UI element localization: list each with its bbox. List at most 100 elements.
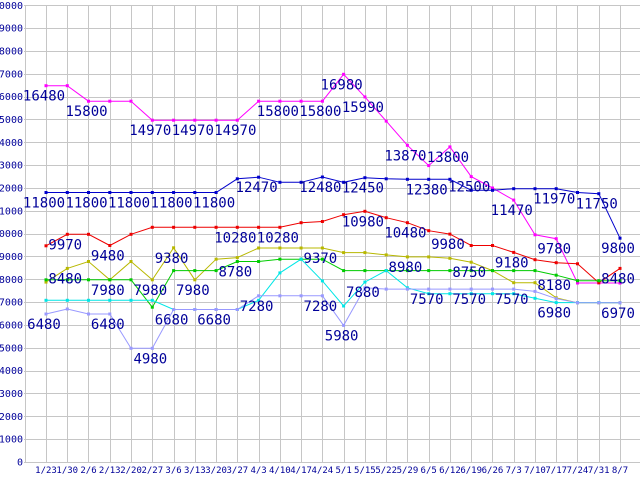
series-magenta-point (320, 99, 324, 103)
series-red-line (45, 210, 621, 284)
data-value-label: 12380 (406, 182, 448, 198)
y-tick-label: 14000 (0, 138, 23, 149)
data-value-label: 4980 (133, 351, 167, 367)
series-olive-point (299, 246, 303, 250)
data-value-label: 8980 (389, 260, 423, 276)
series-periwinkle-point (214, 308, 218, 311)
series-magenta-point (278, 99, 282, 103)
series-olive-point (214, 257, 218, 261)
series-magenta-point (299, 99, 303, 103)
series-red-point (44, 244, 48, 248)
data-value-label: 7570 (495, 292, 529, 308)
series-cyan-point (512, 292, 516, 296)
y-tick-label: 3000 (0, 389, 23, 400)
series-green-point (278, 257, 282, 261)
y-tick-label: 19000 (0, 24, 23, 35)
series-magenta-point (172, 118, 176, 122)
x-tick-label: 5/1 (336, 466, 352, 476)
data-value-label: 7980 (133, 283, 167, 299)
series-green-point (576, 279, 579, 283)
x-tick-label: 8/7 (612, 466, 628, 476)
series-green-point (87, 278, 90, 282)
series-magenta-point (214, 118, 218, 122)
x-tick-label: 5/15 (354, 466, 376, 476)
series-periwinkle-point (469, 287, 473, 291)
series-periwinkle-point (576, 301, 579, 305)
data-value-label: 9480 (91, 249, 125, 265)
series-magenta-point (384, 119, 388, 123)
x-tick-label: 4/3 (250, 466, 266, 476)
series-blue-point (363, 176, 367, 180)
series-olive-value-labels: 8480 7980 7980 9380 7980 9370 8980 8750 (48, 251, 486, 299)
data-value-label: 15800 (257, 104, 299, 120)
series-cyan-point (320, 279, 324, 283)
data-value-label: 11970 (533, 192, 575, 208)
series-blue-point (491, 188, 494, 192)
series-olive-point (87, 260, 90, 263)
series-cyan-point (384, 269, 388, 273)
data-value-label: 15990 (342, 100, 384, 116)
series-green-point (150, 305, 154, 309)
series-periwinkle-point (363, 286, 367, 290)
series-magenta-line (46, 73, 620, 284)
series-blue-point (278, 180, 282, 184)
series-periwinkle-point (87, 312, 90, 316)
series-blue-point (214, 191, 218, 194)
data-value-label: 6970 (601, 306, 635, 322)
x-tick-label: 1/23 (35, 466, 57, 476)
series-periwinkle-point (427, 287, 431, 291)
series-magenta-point (554, 237, 558, 241)
series-green-point (533, 269, 537, 273)
data-value-label: 11800 (23, 196, 65, 212)
series-red-point (108, 244, 112, 247)
series-green-point (129, 278, 133, 282)
series-magenta-point (491, 186, 494, 190)
series-red-point (491, 244, 494, 247)
data-value-label: 11750 (576, 197, 618, 213)
series-magenta-point (150, 118, 154, 122)
data-value-label: 9180 (495, 255, 529, 271)
series-periwinkle-line (45, 287, 620, 349)
series-red-point (342, 213, 346, 217)
data-value-label: 10480 (384, 226, 426, 242)
data-value-label: 7980 (176, 283, 210, 299)
series-periwinkle-point (618, 301, 622, 305)
data-value-label: 7980 (91, 283, 125, 299)
data-value-label: 11800 (65, 196, 107, 212)
series-magenta-point (469, 175, 473, 179)
x-tick-label: 4/24 (312, 466, 334, 476)
series-red-point (363, 209, 367, 213)
series-magenta-point (257, 99, 261, 103)
data-value-label: 6480 (27, 317, 61, 333)
data-value-label: 7570 (452, 292, 486, 308)
series-red-point (554, 261, 558, 265)
y-axis-labels: 0 1000 2000 3000 4000 5000 6000 7000 8000 9000 100… (0, 1, 23, 469)
series-periwinkle-point (44, 312, 48, 316)
data-value-label: 12450 (342, 181, 384, 197)
series-magenta-point (427, 164, 431, 168)
series-blue-point (299, 180, 303, 184)
series-green (44, 257, 622, 309)
series-olive-point (320, 246, 324, 250)
series-olive-point (363, 251, 367, 255)
y-tick-label: 5000 (0, 343, 23, 354)
x-tick-label: 3/13 (184, 466, 206, 476)
series-red-point (299, 221, 303, 225)
series-periwinkle-point (129, 346, 133, 350)
series-periwinkle-point (65, 307, 69, 311)
data-value-label: 6680 (155, 312, 189, 328)
series-olive-point (512, 281, 516, 285)
series-blue-point (44, 191, 48, 194)
series-olive-point (278, 246, 282, 250)
series-cyan-point (257, 298, 261, 302)
series-magenta-point (235, 118, 239, 122)
series-cyan-point (44, 298, 48, 302)
series-blue-line (46, 176, 621, 239)
series-cyan-point (150, 298, 154, 302)
series-magenta-point (512, 198, 516, 202)
series-green-point (448, 269, 452, 273)
series-red-point (597, 281, 601, 285)
series-magenta-point (533, 233, 537, 237)
series-olive-point (193, 278, 197, 282)
